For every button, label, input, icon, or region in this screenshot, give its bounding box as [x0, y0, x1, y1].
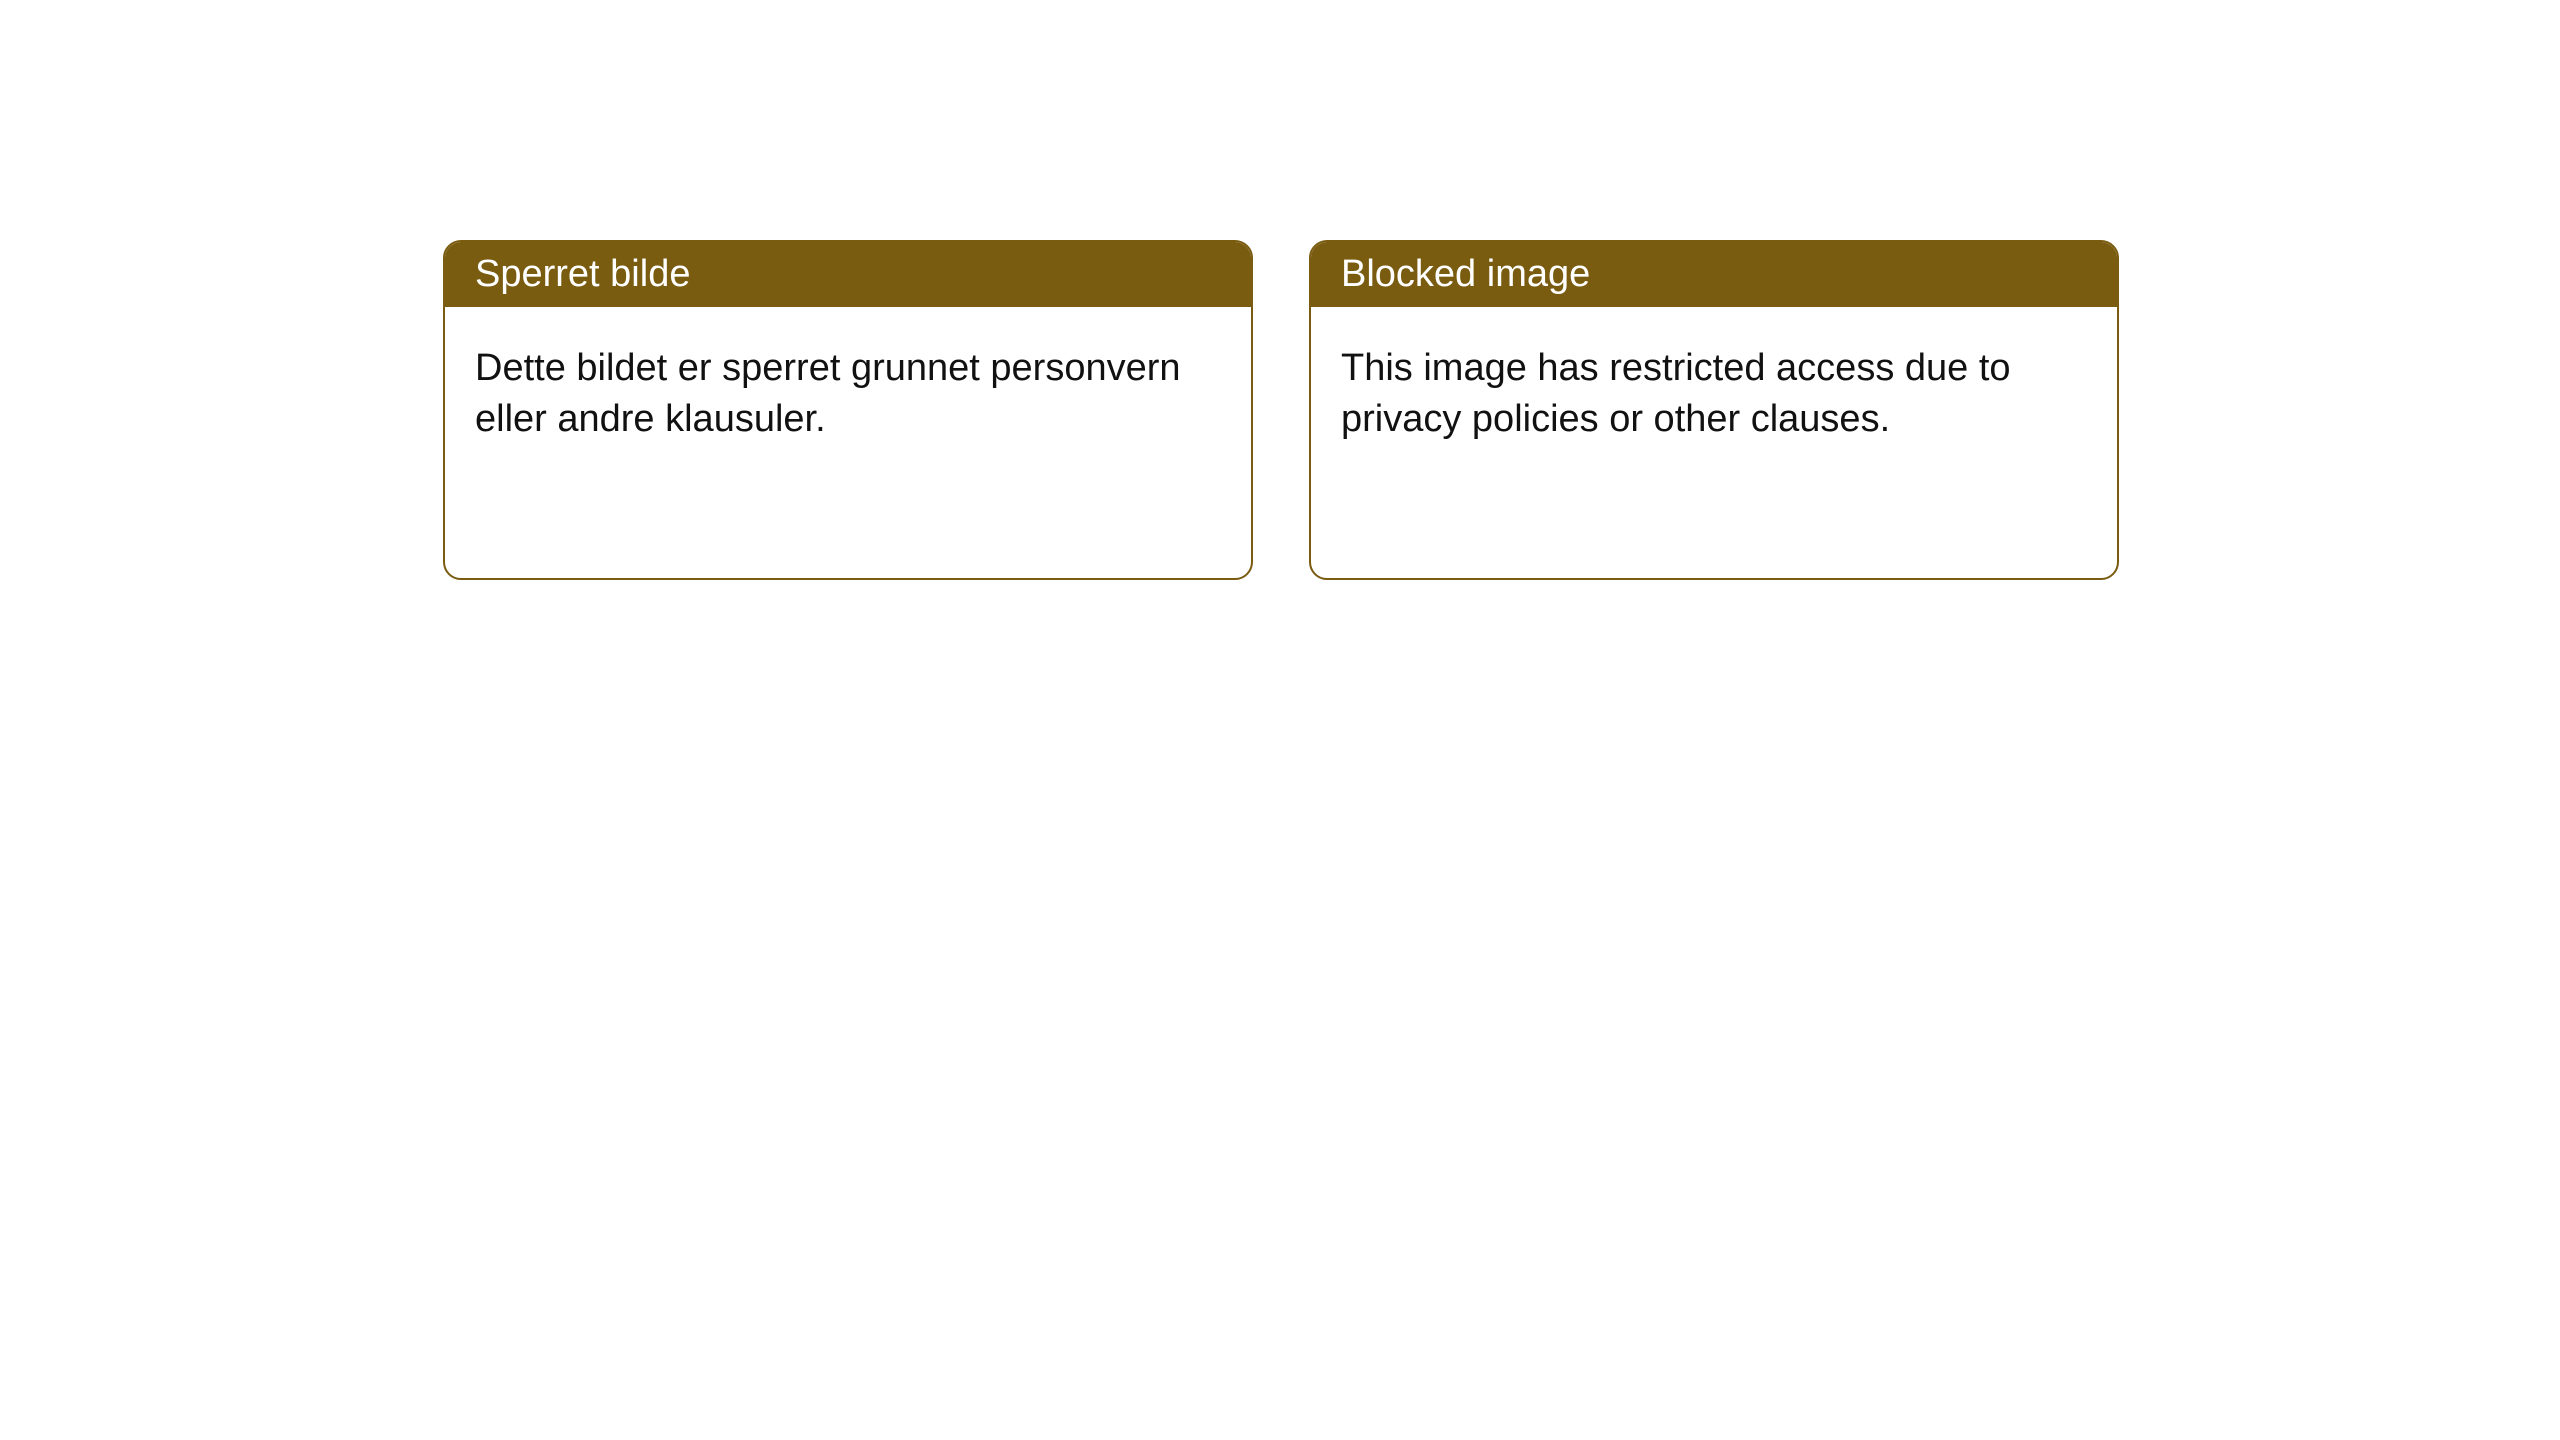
notice-header: Blocked image [1311, 242, 2117, 307]
notice-body: Dette bildet er sperret grunnet personve… [445, 307, 1251, 482]
notice-title: Blocked image [1341, 253, 1590, 295]
notice-container: Sperret bilde Dette bildet er sperret gr… [443, 240, 2119, 580]
notice-body-text: This image has restricted access due to … [1341, 347, 2011, 440]
notice-body: This image has restricted access due to … [1311, 307, 2117, 482]
notice-title: Sperret bilde [475, 253, 690, 295]
notice-header: Sperret bilde [445, 242, 1251, 307]
notice-box-english: Blocked image This image has restricted … [1309, 240, 2119, 580]
notice-box-norwegian: Sperret bilde Dette bildet er sperret gr… [443, 240, 1253, 580]
notice-body-text: Dette bildet er sperret grunnet personve… [475, 347, 1181, 440]
